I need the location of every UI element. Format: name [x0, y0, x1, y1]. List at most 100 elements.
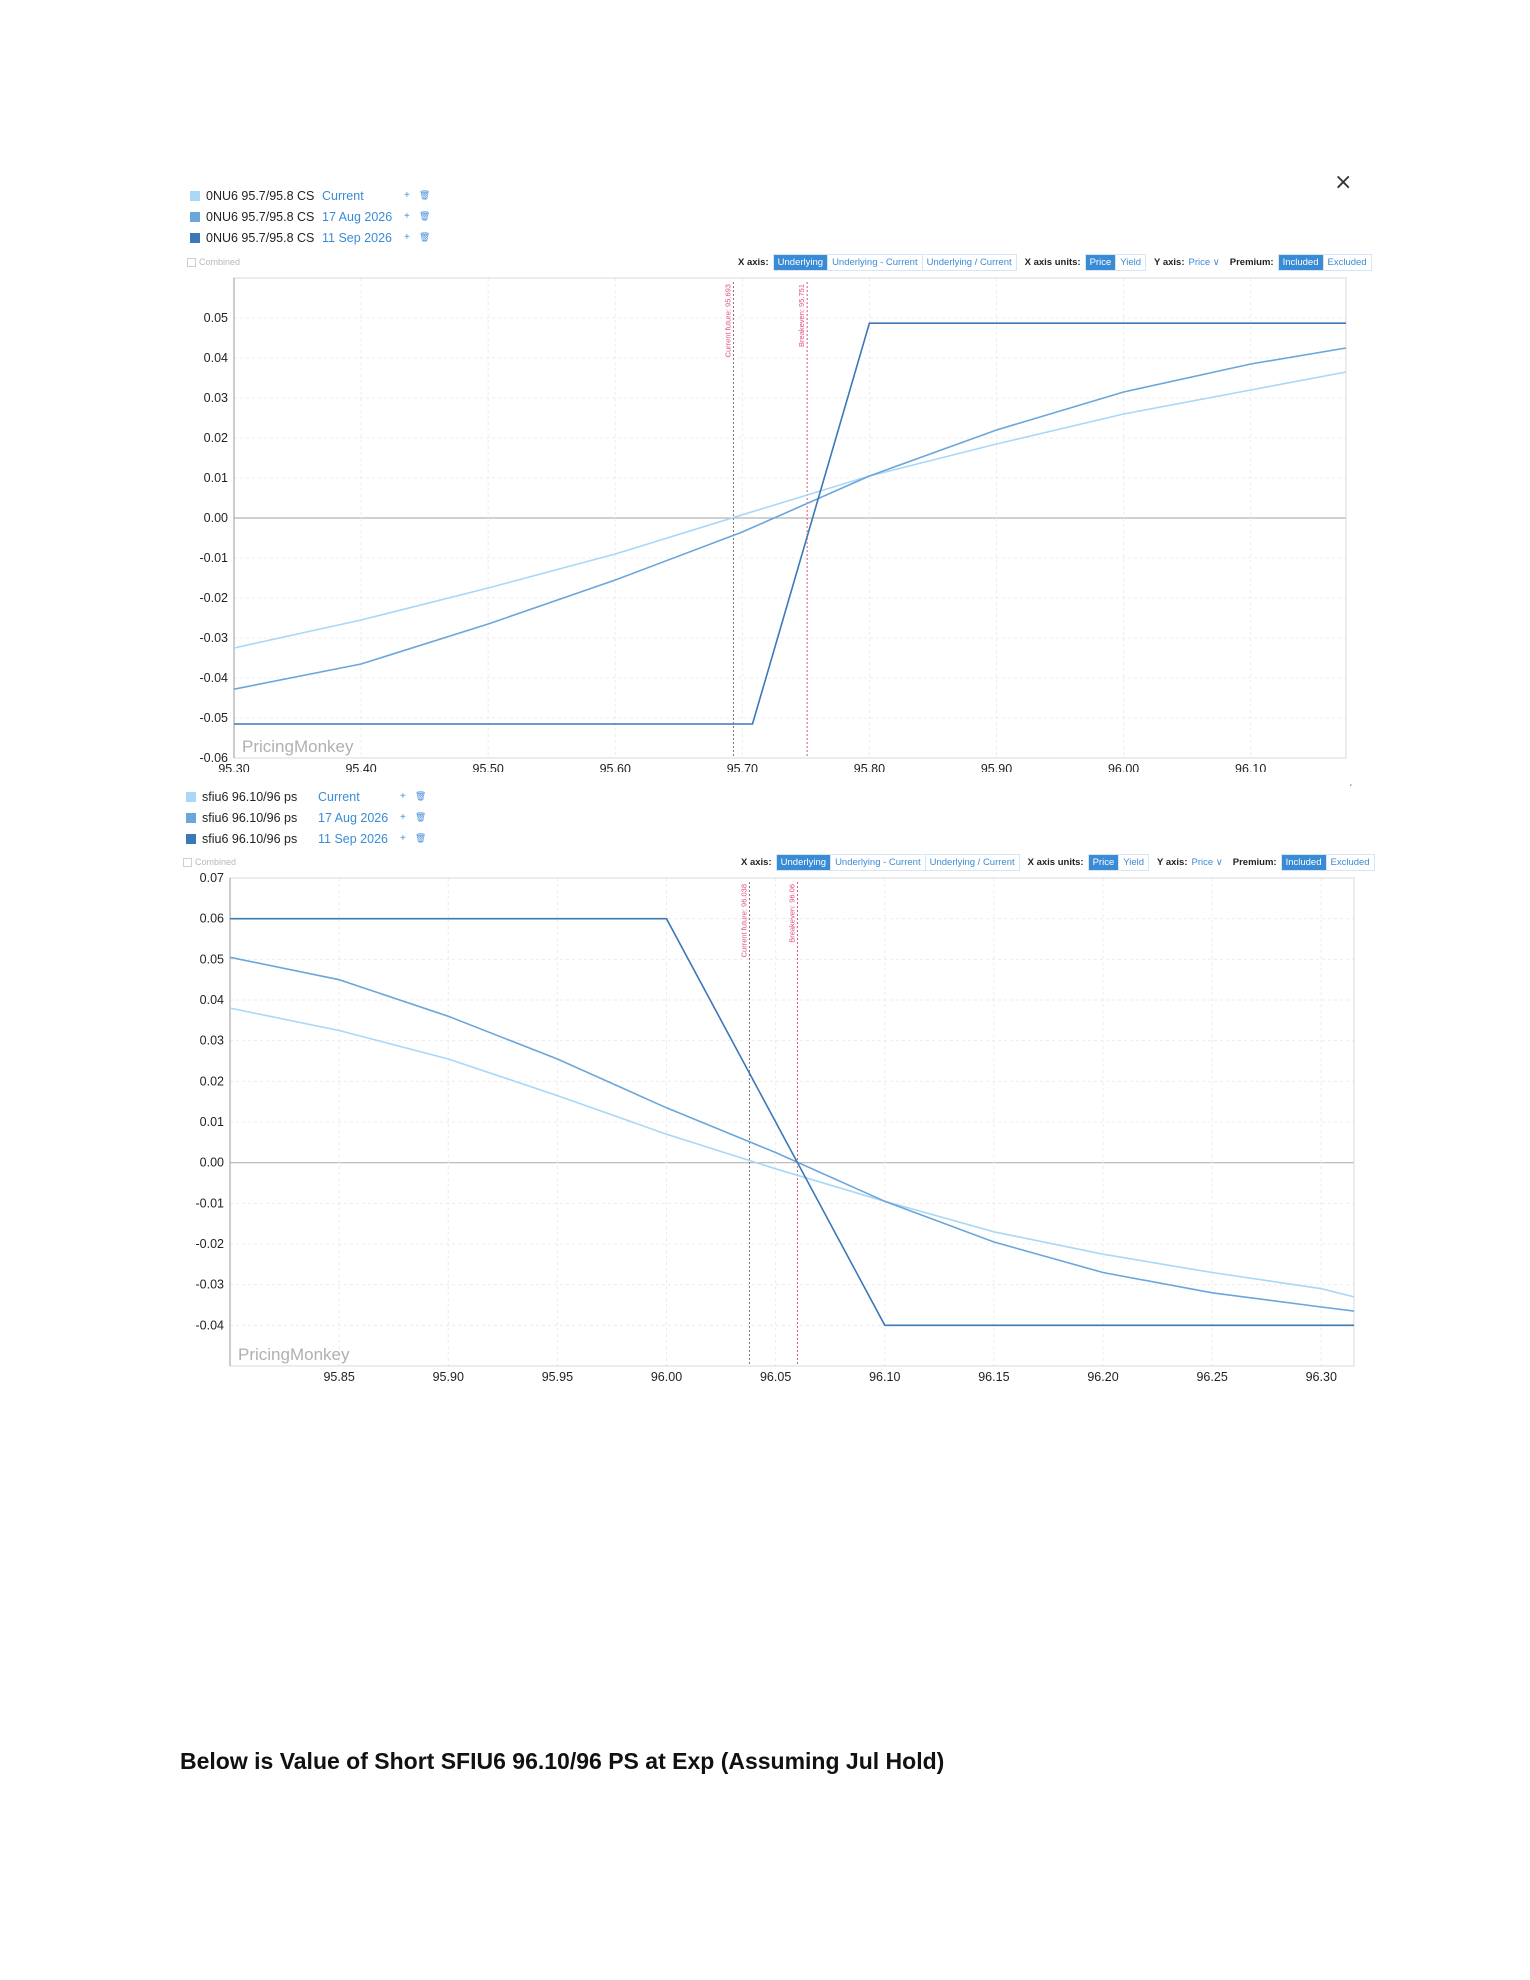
- toggle-option[interactable]: Underlying / Current: [929, 857, 1015, 868]
- chart1-plot: 0.05 0.04 0.03 0.02 0.01 0.00 -0.01 -0.02 -0.03 -…: [200, 277, 1347, 772]
- toggle-option[interactable]: Excluded: [1330, 857, 1370, 868]
- toggle-option[interactable]: Price: [1085, 255, 1117, 270]
- y-tick-label: 0.02: [204, 431, 228, 445]
- trash-icon[interactable]: 🗑: [418, 190, 431, 200]
- yaxis-dropdown[interactable]: Price ∨: [1188, 257, 1220, 268]
- marker-label: Current future: 95.693: [723, 284, 732, 357]
- trash-icon[interactable]: 🗑: [414, 791, 427, 801]
- series-line: [229, 1007, 1355, 1298]
- toggle-option[interactable]: Underlying - Current: [831, 855, 926, 870]
- legend-item[interactable]: sfiu6 96.10/96 ps Current + 🗑: [186, 786, 435, 807]
- toggle-option[interactable]: Yield: [1123, 857, 1145, 868]
- toggle-option[interactable]: Yield: [1120, 257, 1142, 268]
- y-tick-label: 0.06: [200, 912, 224, 926]
- x-tick-label: 95.40: [345, 762, 376, 772]
- x-tick-label: 96.00: [1108, 762, 1139, 772]
- toggle-option[interactable]: Excluded: [1327, 257, 1367, 268]
- add-icon[interactable]: +: [404, 211, 410, 222]
- x-tick-label: 96.05: [760, 1370, 791, 1382]
- premium-label: Premium:: [1229, 257, 1274, 268]
- watermark: PricingMonkey: [242, 737, 354, 756]
- combined-checkbox[interactable]: [187, 257, 196, 267]
- xunits-toggle: Price Yield: [1084, 254, 1147, 271]
- toggle-option[interactable]: Underlying: [773, 255, 829, 270]
- toggle-option[interactable]: Underlying / Current: [926, 257, 1012, 268]
- chart2-plot: 0.07 0.06 0.05 0.04 0.03 0.02 0.01 0.00 -0.01 -0.…: [196, 872, 1355, 1382]
- y-tick-label: 0.04: [204, 351, 228, 365]
- legend-item[interactable]: sfiu6 96.10/96 ps 17 Aug 2026 + 🗑: [186, 807, 435, 828]
- toggle-option[interactable]: Price: [1088, 855, 1120, 870]
- trash-icon[interactable]: 🗑: [414, 833, 427, 843]
- xunits-toggle: Price Yield: [1087, 854, 1150, 871]
- x-tick-label: 96.10: [1235, 762, 1266, 772]
- series-line: [229, 956, 1355, 1312]
- chart2-combined-toggle[interactable]: Combined: [183, 857, 236, 867]
- xaxis-toggle: Underlying Underlying - Current Underlying…: [775, 854, 1020, 871]
- legend-date-link[interactable]: Current: [322, 188, 364, 203]
- legend-item[interactable]: 0NU6 95.7/95.8 CS 11 Sep 2026 + 🗑: [190, 227, 439, 248]
- y-tick-label: -0.02: [200, 591, 229, 605]
- add-icon[interactable]: +: [400, 791, 406, 802]
- y-tick-label: -0.06: [200, 751, 229, 765]
- x-tick-label: 95.85: [323, 1370, 354, 1382]
- legend-series-name: 0NU6 95.7/95.8 CS: [206, 188, 315, 203]
- y-tick-label: 0.00: [204, 511, 228, 525]
- premium-toggle: Included Excluded: [1277, 254, 1372, 271]
- x-tick-label: 95.30: [218, 762, 249, 772]
- legend-swatch: [186, 833, 196, 844]
- legend-swatch: [186, 791, 196, 802]
- yaxis-label: Y axis:: [1157, 857, 1188, 868]
- legend-item[interactable]: 0NU6 95.7/95.8 CS Current + 🗑: [190, 185, 439, 206]
- legend-item[interactable]: sfiu6 96.10/96 ps 11 Sep 2026 + 🗑: [186, 828, 435, 849]
- series-line: [230, 917, 1354, 1327]
- y-tick-label: 0.07: [200, 872, 224, 885]
- x-tick-label: 96.20: [1087, 1370, 1118, 1382]
- y-tick-label: -0.03: [196, 1278, 225, 1292]
- caption-heading: Below is Value of Short SFIU6 96.10/96 P…: [180, 1748, 945, 1774]
- add-icon[interactable]: +: [404, 190, 410, 201]
- close-button[interactable]: ×: [1334, 170, 1353, 195]
- add-icon[interactable]: +: [400, 833, 406, 844]
- toggle-option[interactable]: Underlying - Current: [828, 255, 923, 270]
- marker-label: Breakeven: 95.751: [797, 284, 806, 347]
- legend-swatch: [190, 190, 200, 201]
- x-tick-label: 95.60: [600, 762, 631, 772]
- yaxis-label: Y axis:: [1154, 257, 1185, 268]
- x-tick-label: 96.15: [978, 1370, 1009, 1382]
- x-tick-label: 95.90: [981, 762, 1012, 772]
- y-tick-label: -0.04: [200, 671, 229, 685]
- marker-label: Current future: 96.038: [739, 884, 748, 957]
- legend-series-name: sfiu6 96.10/96 ps: [202, 831, 298, 846]
- chart1-combined-toggle[interactable]: Combined: [187, 257, 240, 267]
- x-tick-label: 96.25: [1196, 1370, 1227, 1382]
- toggle-option[interactable]: Included: [1281, 855, 1327, 870]
- combined-label: Combined: [199, 257, 241, 267]
- trash-icon[interactable]: 🗑: [418, 211, 431, 221]
- add-icon[interactable]: +: [404, 232, 410, 243]
- combined-checkbox[interactable]: [183, 857, 192, 867]
- x-tick-label: 96.10: [869, 1370, 900, 1382]
- legend-date-link[interactable]: 11 Sep 2026: [318, 831, 388, 846]
- legend-item[interactable]: 0NU6 95.7/95.8 CS 17 Aug 2026 + 🗑: [190, 206, 439, 227]
- toggle-option[interactable]: Underlying: [776, 855, 832, 870]
- legend-date-link[interactable]: 17 Aug 2026: [322, 209, 393, 224]
- y-tick-label: 0.02: [200, 1074, 224, 1088]
- y-tick-label: -0.01: [200, 551, 229, 565]
- legend-date-link[interactable]: Current: [318, 789, 360, 804]
- add-icon[interactable]: +: [400, 812, 406, 823]
- xaxis-label: X axis:: [741, 857, 772, 868]
- corner-mark: ˊ: [1349, 784, 1353, 795]
- xunits-label: X axis units:: [1024, 257, 1081, 268]
- legend-swatch: [190, 211, 200, 222]
- legend-date-link[interactable]: 11 Sep 2026: [322, 230, 392, 245]
- trash-icon[interactable]: 🗑: [418, 232, 431, 242]
- premium-label: Premium:: [1232, 857, 1277, 868]
- toggle-option[interactable]: Included: [1278, 255, 1324, 270]
- legend-date-link[interactable]: 17 Aug 2026: [318, 810, 389, 825]
- chart1-toolbar: X axis: Underlying Underlying - Current Und…: [738, 254, 1380, 271]
- x-tick-label: 96.30: [1306, 1370, 1337, 1382]
- yaxis-dropdown[interactable]: Price ∨: [1191, 857, 1223, 868]
- watermark: PricingMonkey: [238, 1345, 350, 1364]
- y-tick-label: 0.05: [200, 952, 224, 966]
- trash-icon[interactable]: 🗑: [414, 812, 427, 822]
